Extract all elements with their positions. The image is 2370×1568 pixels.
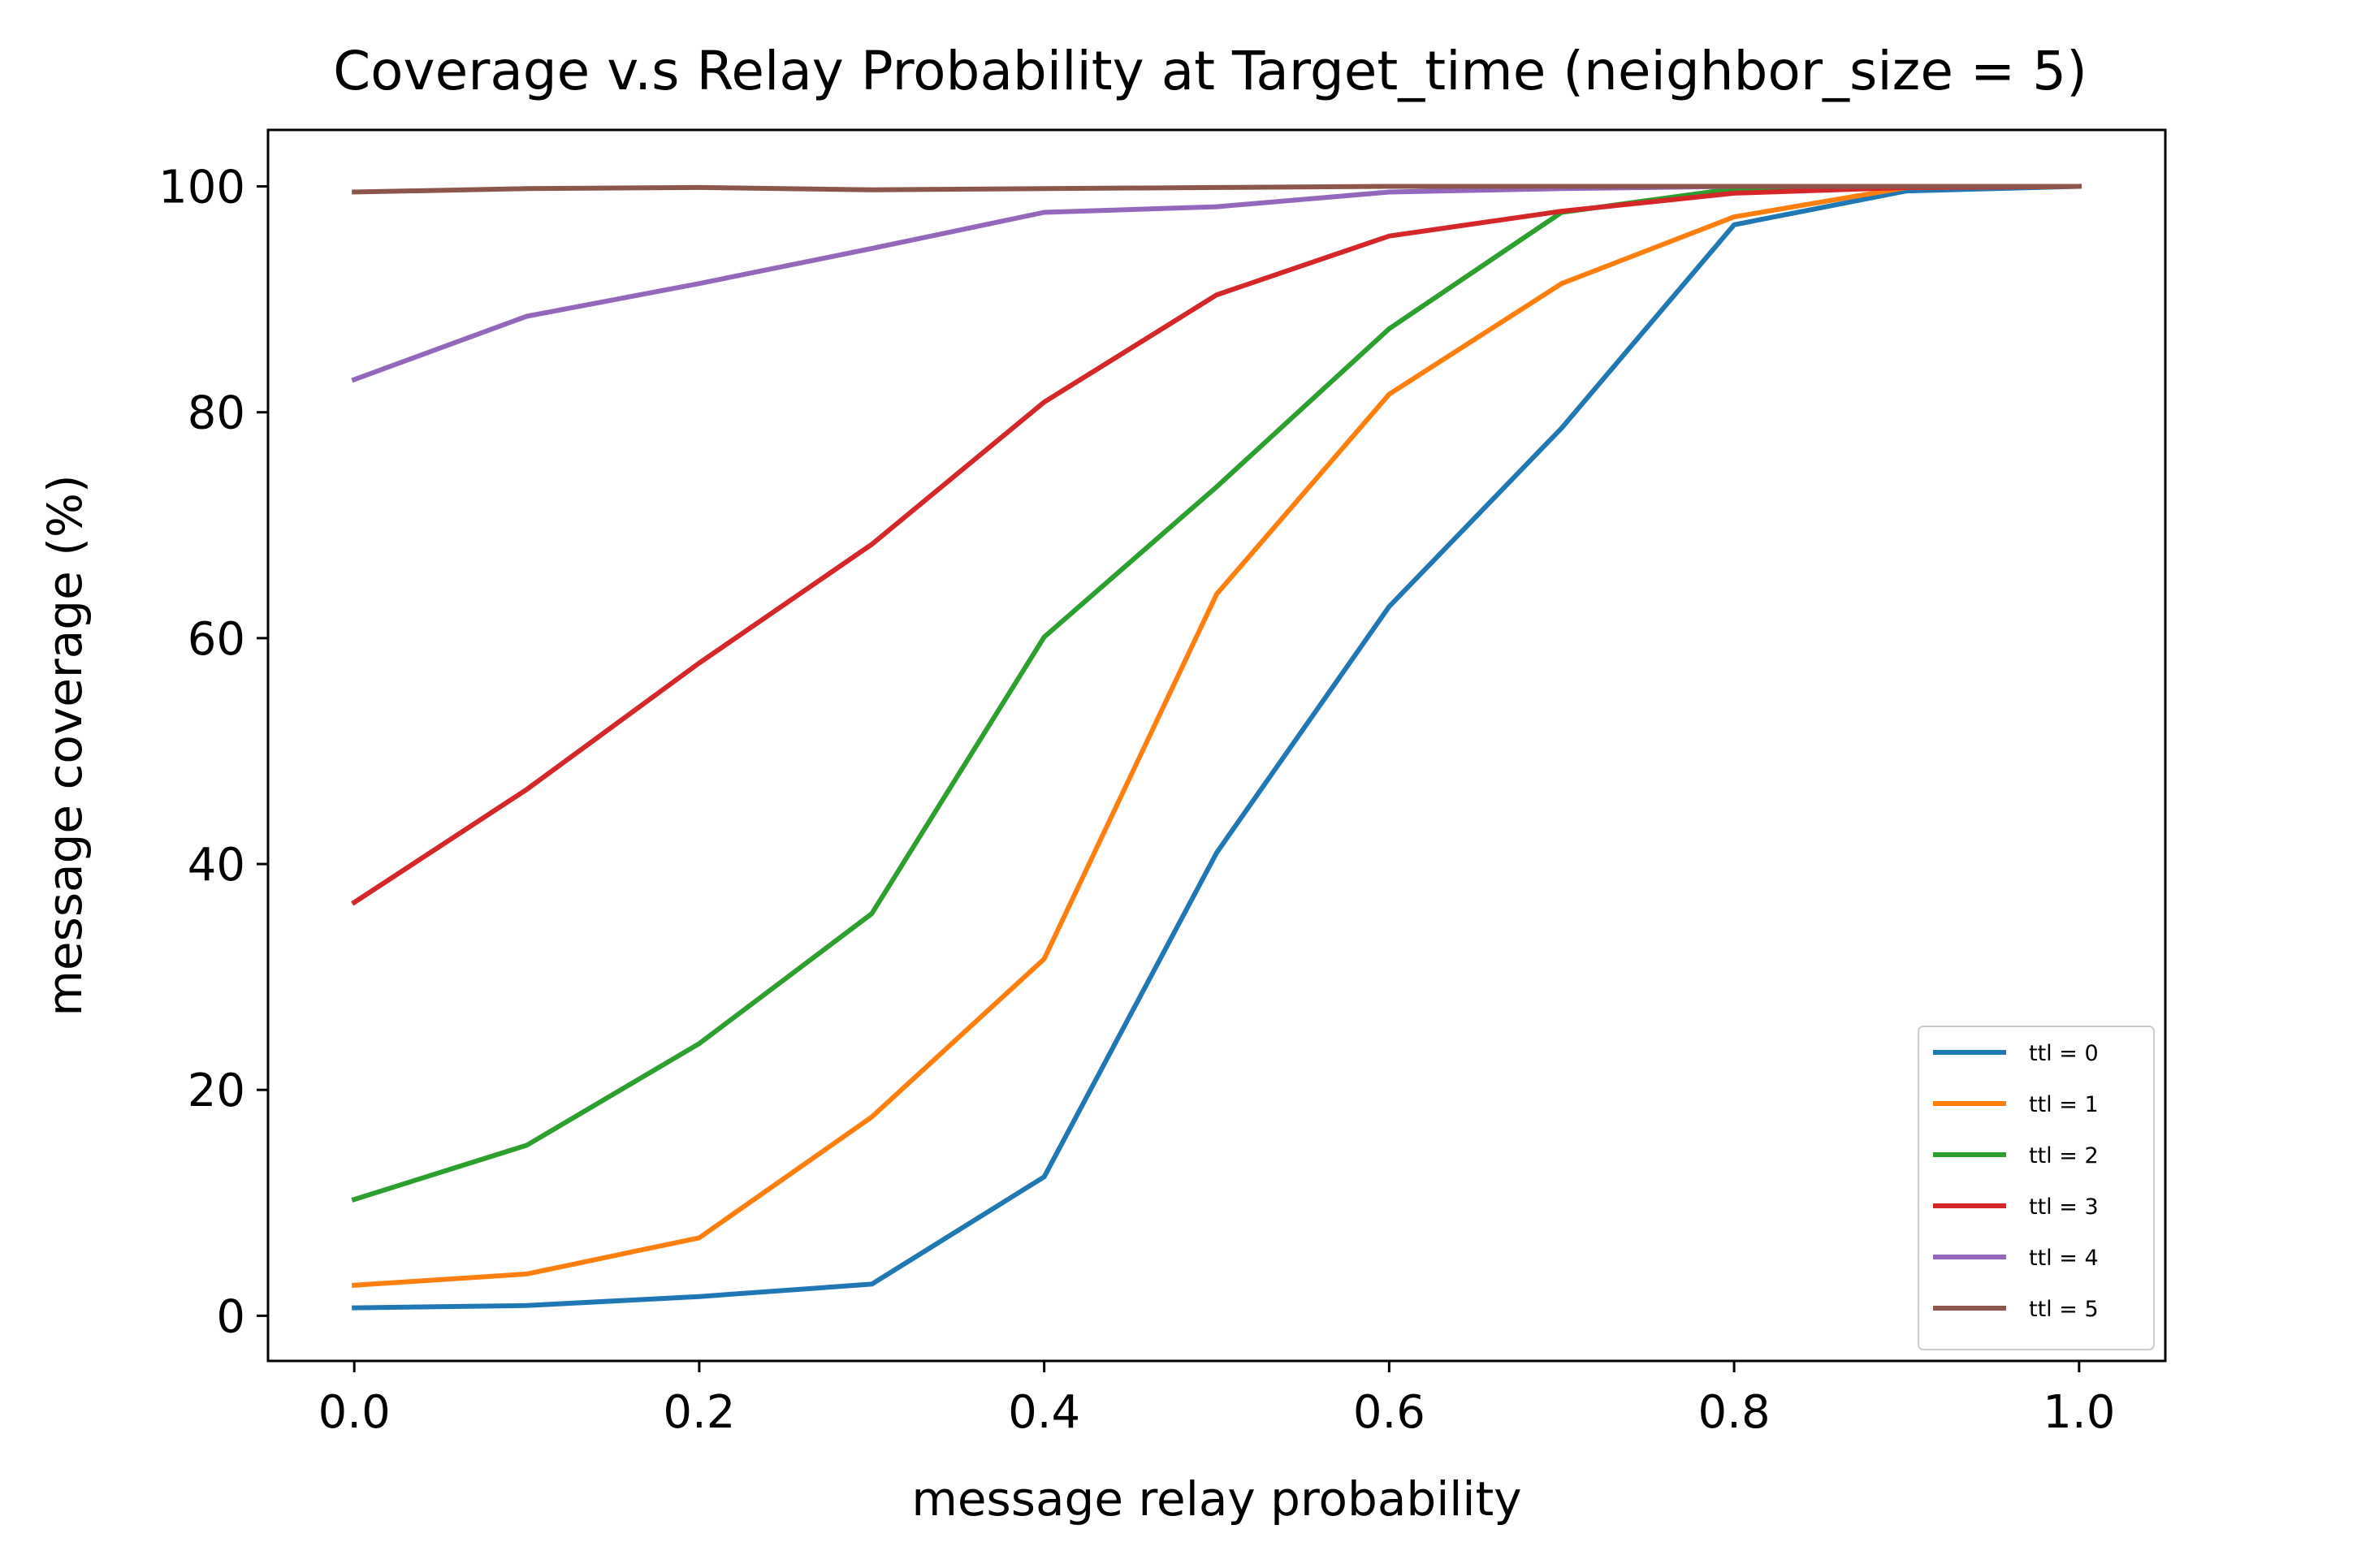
legend-label: ttl = 4 (2029, 1246, 2099, 1271)
legend-label: ttl = 0 (2029, 1041, 2099, 1066)
y-tick-label: 0 (216, 1290, 245, 1343)
chart-title: Coverage v.s Relay Probability at Target… (333, 40, 2087, 102)
series-line-ttl-1 (352, 184, 2082, 1288)
legend-label: ttl = 5 (2029, 1297, 2099, 1322)
y-axis-label: message coverage (%) (37, 474, 93, 1016)
x-axis-label: message relay probability (911, 1471, 1521, 1527)
x-tick-label: 0.8 (1698, 1386, 1771, 1439)
y-tick-label: 60 (188, 613, 245, 666)
legend-label: ttl = 1 (2029, 1092, 2099, 1117)
plot-frame (266, 128, 2167, 1363)
x-tick-label: 0.4 (1008, 1386, 1080, 1439)
y-tick-label: 40 (188, 839, 245, 892)
series-line-ttl-0 (352, 184, 2082, 1311)
x-tick-label: 0.6 (1353, 1386, 1425, 1439)
series-line-ttl-3 (351, 184, 2082, 906)
legend-label: ttl = 2 (2029, 1143, 2099, 1168)
y-tick-label: 100 (158, 162, 245, 214)
x-tick-label: 1.0 (2043, 1386, 2115, 1439)
legend-label: ttl = 3 (2029, 1194, 2099, 1220)
legend: ttl = 0 ttl = 1 ttl = 2 ttl = 3 ttl = 4 ttl =… (1918, 1026, 2155, 1350)
y-tick-label: 80 (188, 387, 245, 440)
x-tick-label: 0.2 (663, 1386, 735, 1439)
y-tick-label: 20 (188, 1065, 245, 1117)
legend-box (1918, 1026, 2155, 1350)
series-line-ttl-5 (352, 184, 2082, 195)
x-tick-label: 0.0 (318, 1386, 391, 1439)
